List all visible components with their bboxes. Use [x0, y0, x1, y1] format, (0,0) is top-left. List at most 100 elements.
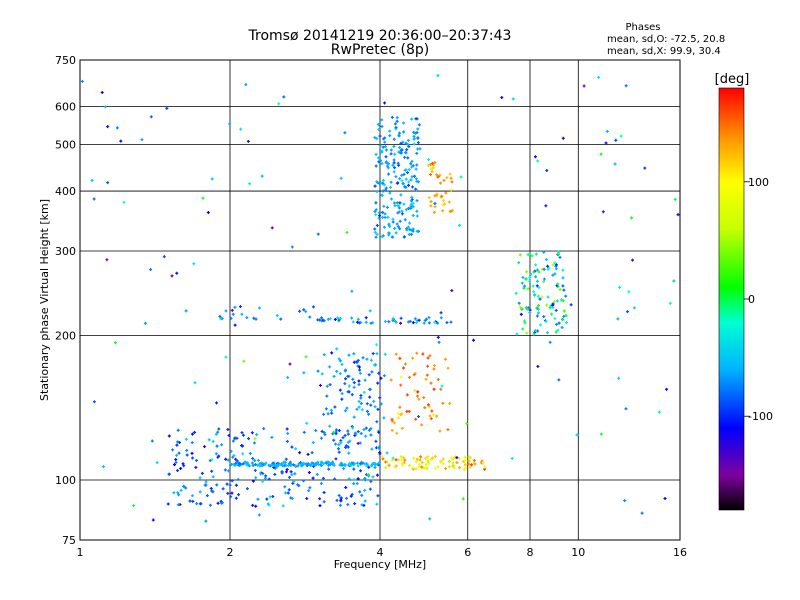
scatter-point: [552, 300, 556, 304]
scatter-point: [399, 375, 403, 379]
scatter-point: [433, 320, 437, 324]
scatter-point: [616, 317, 620, 321]
scatter-point: [458, 223, 462, 227]
scatter-point: [235, 459, 239, 463]
scatter-point: [245, 316, 249, 320]
y-tick-label: 300: [55, 245, 76, 258]
scatter-point: [369, 433, 373, 437]
scatter-point: [416, 127, 420, 131]
scatter-point: [410, 117, 414, 121]
scatter-point: [357, 383, 361, 387]
scatter-point: [405, 148, 409, 152]
scatter-point: [290, 473, 294, 477]
scatter-point: [395, 119, 399, 123]
scatter-point: [165, 106, 169, 110]
scatter-point: [429, 167, 433, 171]
scatter-point: [233, 463, 237, 467]
scatter-point: [353, 462, 357, 466]
scatter-point: [191, 499, 195, 503]
scatter-point: [480, 459, 484, 463]
scatter-point: [181, 462, 185, 466]
scatter-point: [425, 457, 429, 461]
scatter-point: [403, 218, 407, 222]
scatter-point: [417, 318, 421, 322]
colorbar-tick-label: 100: [748, 176, 769, 189]
scatter-point: [334, 442, 338, 446]
scatter-point: [542, 267, 546, 271]
scatter-point: [318, 504, 322, 508]
scatter-point: [254, 504, 258, 508]
scatter-point: [151, 518, 155, 522]
scatter-point: [562, 314, 566, 318]
scatter-point: [359, 469, 363, 473]
scatter-point: [432, 367, 436, 371]
scatter-point: [413, 317, 417, 321]
scatter-point: [415, 351, 419, 355]
scatter-point: [155, 461, 159, 465]
scatter-point: [402, 366, 406, 370]
scatter-point: [365, 402, 369, 406]
scatter-point: [219, 317, 223, 321]
scatter-point: [415, 457, 419, 461]
scatter-point: [173, 463, 177, 467]
scatter-point: [410, 195, 414, 199]
scatter-point: [388, 129, 392, 133]
scatter-point: [240, 312, 244, 316]
scatter-point: [350, 492, 354, 496]
scatter-point: [351, 377, 355, 381]
scatter-point: [467, 459, 471, 463]
scatter-point: [544, 258, 548, 262]
scatter-point: [276, 462, 280, 466]
scatter-point: [343, 409, 347, 413]
scatter-point: [411, 356, 415, 360]
scatter-point: [255, 433, 259, 437]
scatter-point: [545, 331, 549, 335]
scatter-point: [369, 480, 373, 484]
scatter-point: [337, 493, 341, 497]
scatter-point: [143, 321, 147, 325]
scatter-point: [519, 306, 523, 310]
scatter-point: [450, 456, 454, 460]
scatter-point: [324, 461, 328, 465]
scatter-point: [382, 374, 386, 378]
scatter-point: [277, 102, 281, 106]
scatter-point: [519, 312, 523, 316]
scatter-point: [599, 432, 603, 436]
scatter-point: [390, 428, 394, 432]
scatter-point: [242, 359, 246, 363]
scatter-point: [190, 494, 194, 498]
scatter-point: [302, 308, 306, 312]
scatter-point: [380, 235, 384, 239]
scatter-point: [404, 150, 408, 154]
scatter-point: [405, 393, 409, 397]
scatter-point: [387, 231, 391, 235]
scatter-point: [375, 343, 379, 347]
scatter-point: [472, 338, 476, 342]
x-tick-label: 16: [673, 546, 687, 559]
scatter-point: [171, 448, 175, 452]
scatter-point: [322, 490, 326, 494]
data-points: [80, 73, 680, 523]
scatter-point: [441, 203, 445, 207]
scatter-point: [445, 321, 449, 325]
scatter-point: [205, 494, 209, 498]
scatter-point: [356, 430, 360, 434]
scatter-point: [167, 472, 171, 476]
phases-info: Phases mean, sd,O: -72.5, 20.8 mean, sd,…: [607, 22, 725, 57]
scatter-point: [411, 185, 415, 189]
scatter-point: [472, 459, 476, 463]
scatter-point: [383, 101, 387, 105]
scatter-point: [322, 412, 326, 416]
scatter-point: [532, 332, 536, 336]
scatter-point: [364, 320, 368, 324]
scatter-point: [377, 430, 381, 434]
scatter-point: [623, 499, 627, 503]
scatter-point: [436, 321, 440, 325]
y-tick-label: 75: [62, 534, 76, 547]
scatter-point: [447, 459, 451, 463]
scatter-point: [427, 196, 431, 200]
scatter-point: [337, 357, 341, 361]
grid-lines: [80, 60, 680, 540]
scatter-point: [523, 319, 527, 323]
scatter-point: [184, 309, 188, 313]
